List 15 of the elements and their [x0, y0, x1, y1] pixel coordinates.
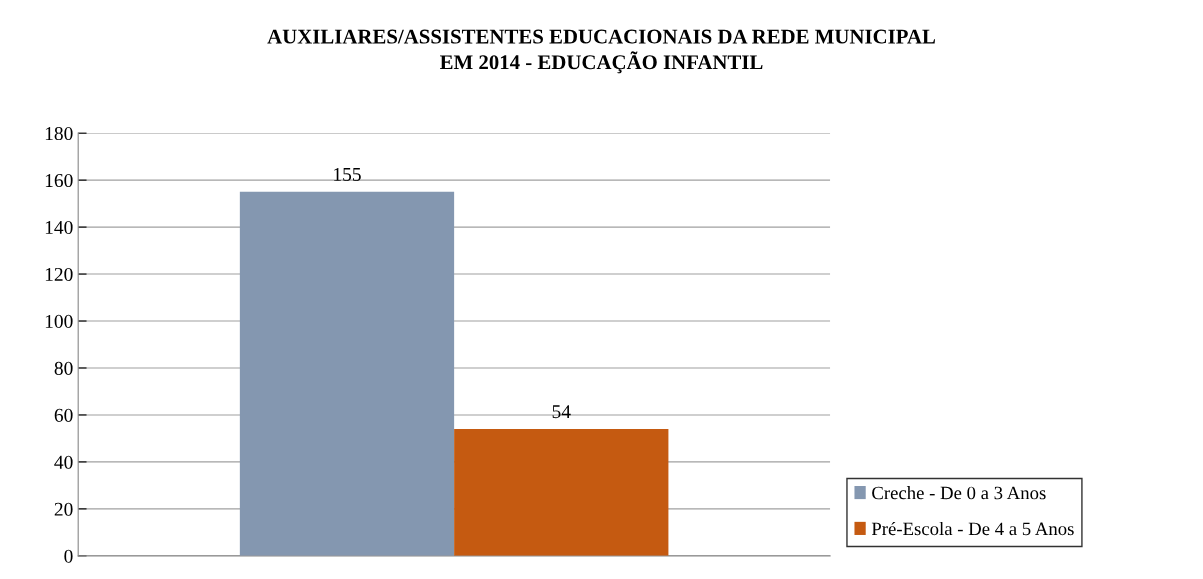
y-tick-label: 80: [54, 361, 73, 375]
y-tick-label: 0: [64, 549, 73, 563]
y-tick-label: 120: [45, 267, 73, 281]
y-tick-label: 180: [45, 126, 73, 141]
y-tick-label: 140: [45, 220, 73, 235]
legend-label: Pré-Escola - De 4 a 5 Anos: [871, 521, 1074, 536]
y-tick-label: 20: [54, 502, 73, 516]
data-label: 155: [334, 167, 361, 181]
legend-label: Creche - De 0 a 3 Anos: [872, 486, 1046, 500]
y-tick-label: 100: [45, 314, 73, 328]
y-tick-label: 40: [54, 455, 73, 469]
y-tick-label: 160: [45, 173, 73, 188]
y-tick-label: 60: [54, 408, 73, 422]
chart-title: AUXILIARES/ASSISTENTES EDUCACIONAIS DA REDE MUNICIPAL EM 2014 - EDUCAÇÃO INFANTIL: [267, 29, 935, 74]
data-label: 54: [552, 405, 571, 419]
